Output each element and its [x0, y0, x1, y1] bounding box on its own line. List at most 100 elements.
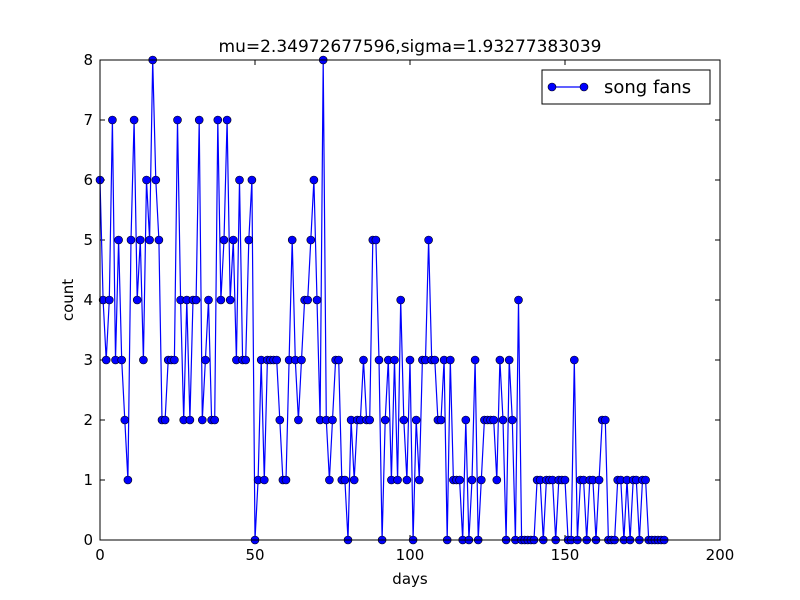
data-point: [244, 235, 254, 245]
data-point: [185, 415, 195, 425]
data-point: [281, 475, 291, 485]
x-tick-label: 100: [396, 546, 425, 564]
data-point: [365, 415, 375, 425]
data-point: [492, 475, 502, 485]
data-point: [225, 295, 235, 305]
x-tick-label: 50: [245, 546, 264, 564]
data-point: [126, 235, 136, 245]
data-point: [349, 475, 359, 485]
data-point: [489, 415, 499, 425]
data-point: [259, 475, 269, 485]
y-tick-label: 3: [83, 351, 93, 369]
data-point: [198, 415, 207, 425]
data-point: [498, 415, 508, 425]
legend-label-song-fans: song fans: [604, 77, 691, 98]
data-point: [160, 415, 170, 425]
data-point: [129, 115, 139, 125]
plot-area: [100, 60, 720, 540]
data-point: [154, 235, 164, 245]
data-point: [247, 175, 257, 185]
data-point: [445, 355, 455, 365]
data-point: [470, 355, 480, 365]
data-point: [235, 175, 244, 185]
data-point: [123, 475, 133, 485]
y-axis-label: count: [59, 279, 77, 321]
data-point: [241, 355, 250, 365]
data-point: [393, 475, 402, 485]
data-point: [120, 415, 130, 425]
data-point: [414, 475, 424, 485]
data-point: [216, 295, 226, 305]
data-point: [467, 475, 477, 485]
data-point: [325, 475, 334, 485]
data-point: [380, 415, 390, 425]
legend: song fans: [541, 69, 711, 105]
data-point: [114, 235, 123, 245]
data-point: [507, 415, 517, 425]
data-point: [594, 475, 604, 485]
data-point: [294, 415, 303, 425]
y-tick-label: 0: [83, 531, 93, 549]
data-point: [194, 115, 204, 125]
data-point: [101, 355, 111, 365]
data-point: [139, 355, 148, 365]
data-point: [328, 415, 337, 425]
data-point: [219, 235, 229, 245]
data-point: [191, 295, 201, 305]
data-point: [229, 235, 238, 245]
data-point: [371, 235, 381, 245]
data-point: [411, 415, 421, 425]
x-axis-label: days: [392, 570, 428, 588]
y-tick-label: 1: [83, 471, 93, 489]
data-point: [436, 415, 446, 425]
data-point: [309, 175, 319, 185]
data-point: [476, 475, 486, 485]
data-point: [151, 175, 161, 185]
data-point: [287, 235, 297, 245]
chart-title: mu=2.34972677596,sigma=1.93277383039: [219, 37, 602, 57]
data-point: [170, 355, 179, 365]
data-point: [145, 235, 154, 245]
data-point: [213, 115, 223, 125]
data-point: [105, 295, 114, 305]
data-point: [142, 175, 151, 185]
y-tick-label: 5: [83, 231, 93, 249]
data-point: [201, 355, 210, 365]
plot-frame: [99, 59, 721, 541]
data-point: [424, 235, 433, 245]
data-point: [359, 355, 368, 365]
data-point: [569, 355, 579, 365]
data-point: [396, 295, 406, 305]
data-point: [504, 355, 514, 365]
data-point: [312, 295, 322, 305]
y-tick-label: 4: [83, 291, 93, 309]
data-point: [600, 415, 610, 425]
data-point: [430, 355, 440, 365]
y-tick-label: 7: [83, 111, 93, 129]
data-point: [495, 355, 505, 365]
data-point: [390, 355, 399, 365]
data-point: [210, 415, 219, 425]
y-tick-label: 6: [83, 171, 93, 189]
data-point: [108, 115, 117, 125]
data-point: [275, 415, 285, 425]
data-point: [560, 475, 570, 485]
data-point: [303, 295, 313, 305]
data-point: [306, 235, 316, 245]
legend-marker-swatch: [579, 82, 589, 92]
legend-marker-swatch: [547, 82, 557, 92]
y-tick-label: 2: [83, 411, 93, 429]
data-point: [334, 355, 344, 365]
data-point: [641, 475, 650, 485]
data-point: [204, 295, 213, 305]
data-point: [340, 475, 350, 485]
data-point: [136, 235, 145, 245]
data-point: [399, 415, 409, 425]
data-point: [374, 355, 384, 365]
data-point: [405, 355, 415, 365]
data-point: [297, 355, 306, 365]
data-point: [402, 475, 412, 485]
x-tick-label: 150: [551, 546, 580, 564]
y-tick-label: 8: [83, 51, 93, 69]
x-tick-label: 0: [95, 546, 105, 564]
